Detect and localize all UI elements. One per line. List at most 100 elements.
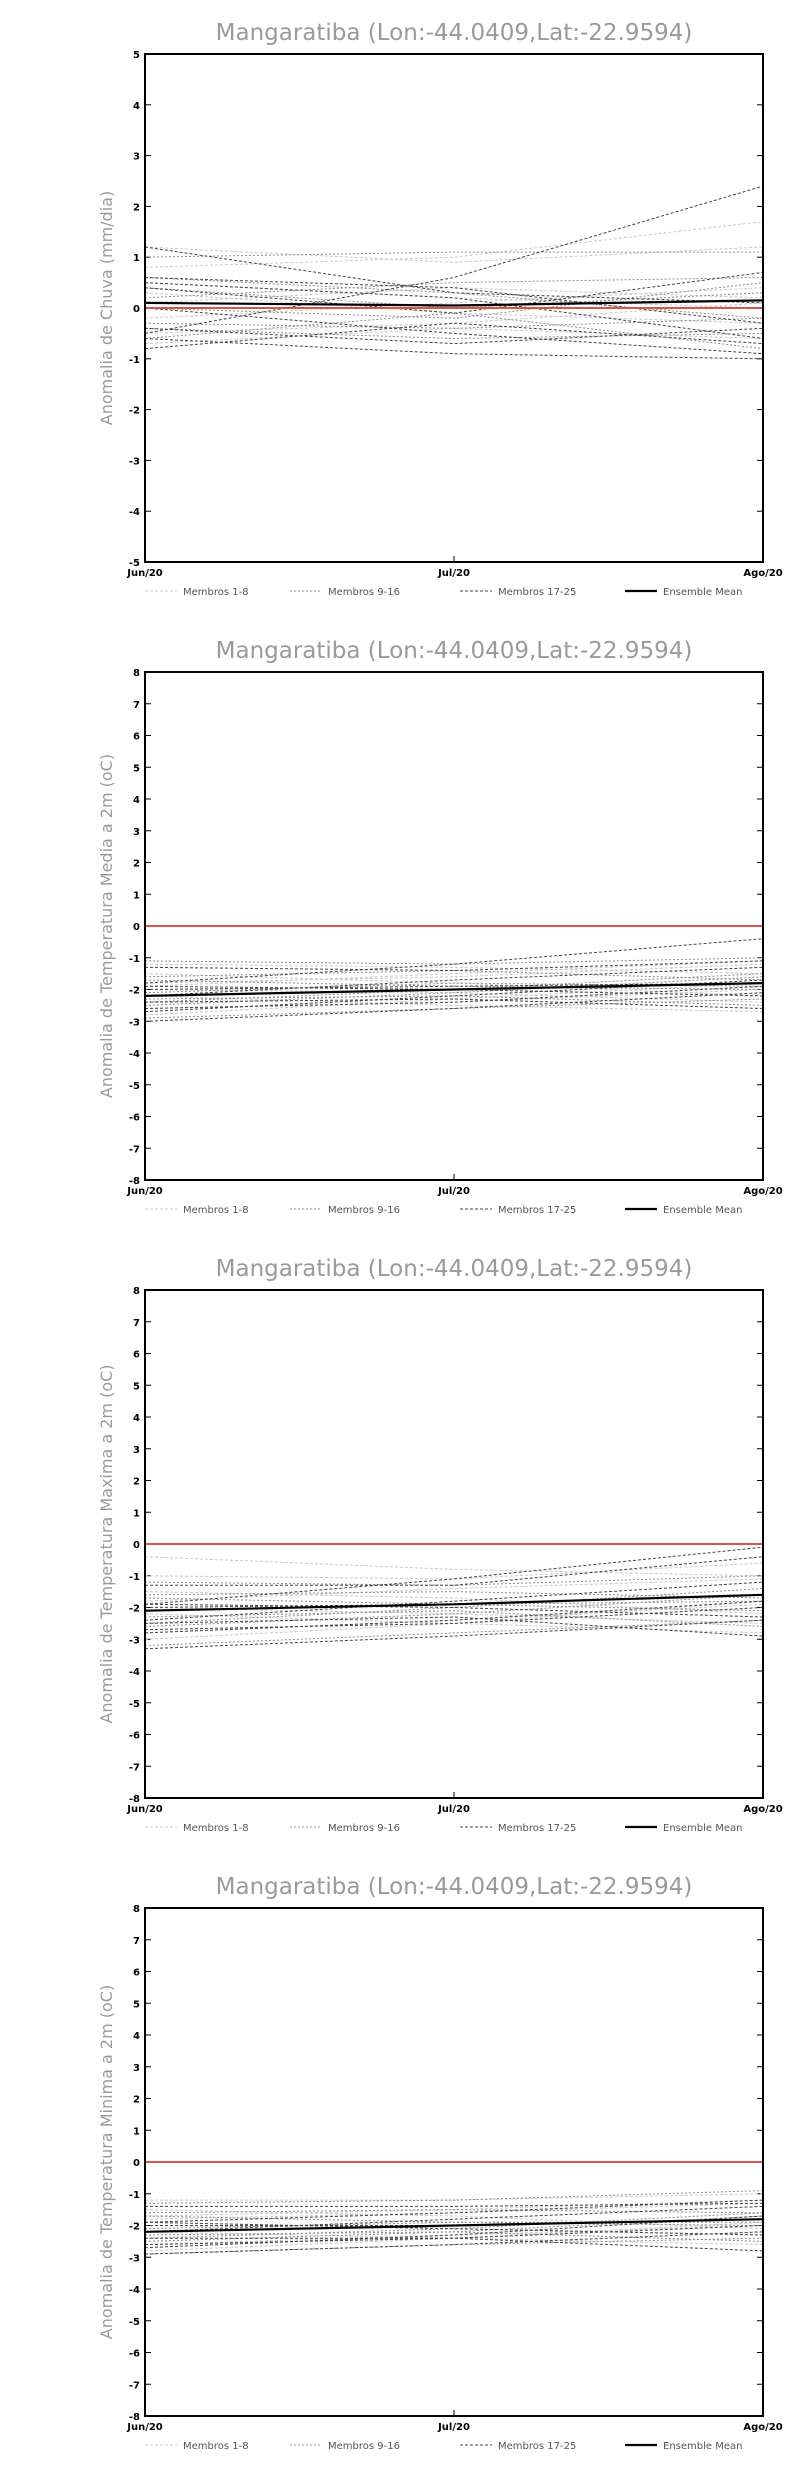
member-line-group-3 bbox=[144, 307, 764, 355]
y-tick-label: -3 bbox=[129, 456, 140, 467]
legend-label: Membros 1-8 bbox=[183, 2441, 249, 2452]
y-tick-label: -2 bbox=[129, 1604, 140, 1615]
chart-panel-2: Mangaratiba (Lon:-44.0409,Lat:-22.9594) A… bbox=[97, 638, 783, 1216]
member-line-group-2 bbox=[144, 2237, 764, 2255]
y-tick-label: -2 bbox=[129, 406, 140, 417]
y-tick-label: -1 bbox=[129, 355, 140, 366]
member-line-group-3 bbox=[144, 1616, 764, 1637]
y-tick-label: -4 bbox=[129, 2285, 140, 2296]
member-line-group-1 bbox=[144, 963, 764, 984]
x-tick-label: Jun/20 bbox=[126, 1804, 163, 1815]
x-tick-label: Jul/20 bbox=[437, 1186, 470, 1197]
y-tick-label: -5 bbox=[129, 2317, 140, 2328]
member-line-group-2 bbox=[144, 1588, 764, 1624]
member-line-group-1 bbox=[144, 2231, 764, 2246]
member-line-group-3 bbox=[144, 271, 764, 314]
member-line-group-1 bbox=[144, 327, 764, 345]
y-tick-label: 5 bbox=[133, 1381, 140, 1392]
member-line-group-1 bbox=[144, 989, 764, 1003]
member-line-group-3 bbox=[145, 1556, 764, 1586]
member-line-group-1 bbox=[144, 1600, 764, 1640]
y-tick-label: 2 bbox=[133, 2095, 140, 2106]
y-tick-label: 5 bbox=[133, 1999, 140, 2010]
y-tick-label: -5 bbox=[129, 1699, 140, 1710]
member-line-group-1 bbox=[144, 292, 764, 324]
y-tick-label: -1 bbox=[129, 954, 140, 965]
y-tick-label: -5 bbox=[129, 1081, 140, 1092]
member-line-group-1 bbox=[144, 1603, 764, 1634]
member-line-group-3 bbox=[144, 998, 764, 1009]
y-tick-label: 1 bbox=[133, 2126, 140, 2137]
y-tick-label: 0 bbox=[133, 304, 140, 315]
member-line-group-1 bbox=[144, 2209, 764, 2230]
member-line-group-2 bbox=[144, 998, 764, 1019]
member-line-group-2 bbox=[144, 327, 764, 340]
member-line-group-2 bbox=[144, 957, 764, 965]
member-line-group-2 bbox=[144, 1575, 764, 1586]
y-tick-label: -6 bbox=[129, 1731, 140, 1742]
y-tick-label: 6 bbox=[133, 1350, 140, 1361]
member-line-group-1 bbox=[144, 287, 764, 319]
x-tick-label: Jun/20 bbox=[126, 2422, 163, 2433]
member-line-group-3 bbox=[144, 985, 764, 997]
y-tick-label: -4 bbox=[129, 1667, 140, 1678]
y-tick-label: 5 bbox=[133, 763, 140, 774]
y-tick-label: 8 bbox=[133, 1286, 140, 1297]
y-tick-label: -4 bbox=[129, 1049, 140, 1060]
y-tick-label: 6 bbox=[133, 1968, 140, 1979]
member-line-group-3 bbox=[144, 938, 764, 984]
member-line-group-3 bbox=[144, 1581, 764, 1621]
member-line-group-3 bbox=[144, 2205, 764, 2233]
y-tick-label: 6 bbox=[133, 732, 140, 743]
member-line-group-3 bbox=[144, 338, 764, 360]
legend-label: Membros 17-25 bbox=[498, 1205, 576, 1216]
y-tick-label: 2 bbox=[133, 859, 140, 870]
y-tick-label: -8 bbox=[129, 1794, 140, 1805]
member-line-group-1 bbox=[144, 2221, 764, 2252]
y-tick-label: -1 bbox=[129, 2190, 140, 2201]
y-tick-label: 7 bbox=[133, 700, 140, 711]
legend-label: Membros 9-16 bbox=[328, 587, 400, 598]
y-tick-label: 4 bbox=[133, 101, 140, 112]
member-line-group-3 bbox=[145, 2237, 764, 2252]
y-axis-label: Anomalia de Chuva (mm/dia) bbox=[97, 191, 116, 425]
member-line-group-2 bbox=[144, 277, 764, 299]
member-line-group-3 bbox=[144, 1619, 764, 1650]
member-line-group-3 bbox=[144, 2225, 764, 2246]
legend-label: Ensemble Mean bbox=[663, 1823, 742, 1834]
y-tick-label: 4 bbox=[133, 1413, 140, 1424]
y-tick-label: -3 bbox=[129, 2253, 140, 2264]
member-line-group-1 bbox=[144, 221, 764, 268]
member-line-group-2 bbox=[144, 282, 764, 319]
member-line-group-2 bbox=[144, 2190, 764, 2204]
y-tick-label: 3 bbox=[133, 152, 140, 163]
legend-label: Ensemble Mean bbox=[663, 587, 742, 598]
y-tick-label: -6 bbox=[129, 2349, 140, 2360]
member-line-group-1 bbox=[144, 2199, 764, 2217]
y-tick-label: -3 bbox=[129, 1017, 140, 1028]
x-tick-label: Jul/20 bbox=[437, 568, 470, 579]
chart-title: Mangaratiba (Lon:-44.0409,Lat:-22.9594) bbox=[216, 1874, 693, 1900]
plot-frame bbox=[144, 53, 764, 563]
y-tick-label: 8 bbox=[133, 1904, 140, 1915]
member-line-group-3 bbox=[144, 1600, 764, 1634]
member-line-group-2 bbox=[144, 2209, 764, 2214]
member-line-group-1 bbox=[144, 2225, 764, 2246]
y-tick-label: 0 bbox=[133, 1540, 140, 1551]
member-line-group-1 bbox=[144, 963, 764, 975]
y-tick-label: 3 bbox=[133, 1445, 140, 1456]
y-tick-label: 1 bbox=[133, 890, 140, 901]
y-tick-label: 0 bbox=[133, 2158, 140, 2169]
y-tick-label: -8 bbox=[129, 2412, 140, 2423]
legend-label: Membros 9-16 bbox=[328, 1205, 400, 1216]
x-tick-label: Ago/20 bbox=[743, 568, 782, 579]
legend-label: Membros 17-25 bbox=[498, 1823, 576, 1834]
chart-panel-1: Mangaratiba (Lon:-44.0409,Lat:-22.9594) A… bbox=[97, 20, 783, 598]
member-line-group-2 bbox=[144, 1591, 764, 1599]
legend-label: Membros 17-25 bbox=[498, 587, 576, 598]
member-line-group-1 bbox=[144, 1578, 764, 1602]
member-line-group-3 bbox=[144, 1607, 764, 1631]
chart-title: Mangaratiba (Lon:-44.0409,Lat:-22.9594) bbox=[216, 1256, 693, 1282]
member-line-group-2 bbox=[144, 2215, 764, 2242]
plot-frame bbox=[144, 1289, 764, 1799]
